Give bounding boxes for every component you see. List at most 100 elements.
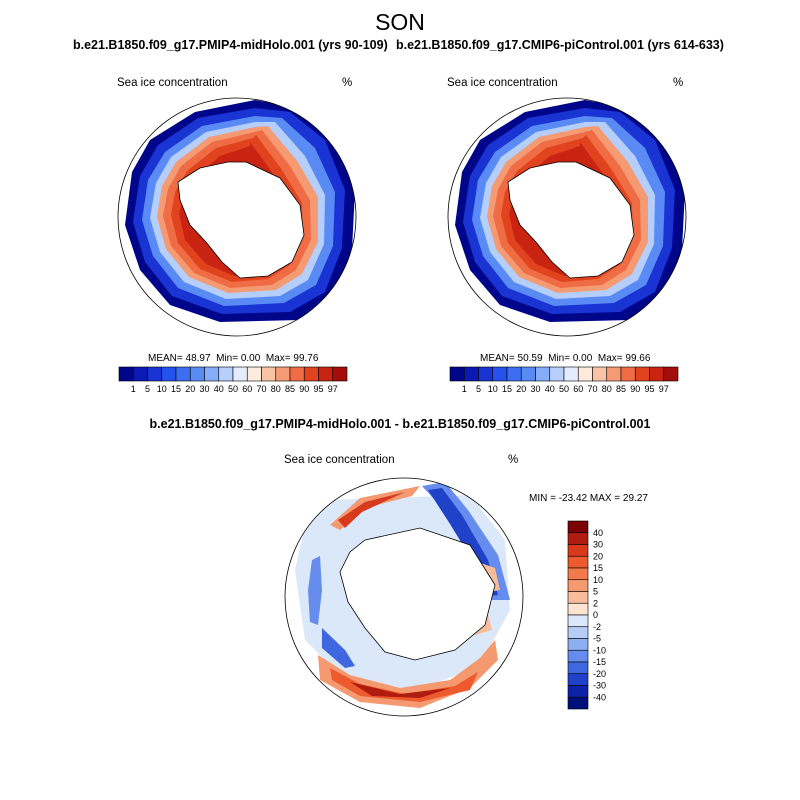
colorbar-tick-label: 30 [530,384,540,394]
colorbar-swatch [567,685,589,698]
minmax-difference: MIN = -23.42 MAX = 29.27 [529,493,648,504]
min-value: 0.00 [572,353,593,364]
colorbar-tick-label: 30 [593,540,603,550]
colorbar-swatch [567,614,589,628]
colorbar-tick-label: 5 [476,384,481,394]
units-label-difference: % [508,454,519,466]
colorbar-tick-label: 97 [659,384,669,394]
colorbar-swatch [567,520,589,534]
mean-label: MEAN= [480,353,515,364]
mean-label: MEAN= [148,353,183,364]
colorbar-tick-label: -30 [593,681,606,691]
variable-label-picontrol: Sea ice concentration [447,77,558,89]
colorbar-swatch [567,567,589,581]
colorbar-swatch [567,544,589,557]
colorbar-tick-label: -40 [593,692,606,702]
colorbar-tick-label: 20 [593,551,603,561]
colorbar-swatch [567,649,589,663]
colorbar-tick-label: 60 [242,384,252,394]
min-label: Min= [216,353,239,364]
colorbar-tick-label: 15 [171,384,181,394]
units-label-midholo: % [342,77,353,89]
colorbar-tick-label: 90 [630,384,640,394]
main-title: SON [375,9,425,35]
colorbar-tick-label: 10 [593,575,603,585]
colorbar-tick-label: 50 [228,384,238,394]
max-label: Max= [597,353,623,364]
colorbar-midholo: 1 5 10 15 20 30 40 50 60 70 80 85 90 95 97 [118,366,348,394]
colorbar-tick-label: 60 [573,384,583,394]
colorbar-tick-label: 20 [516,384,526,394]
stats-picontrol: MEAN= 50.59 Min= 0.00 Max= 99.66 [480,353,650,364]
colorbar-tick-label: 5 [593,587,598,597]
colorbar-swatch [567,661,589,675]
antarctica-coastline-midholo [177,161,305,279]
colorbar-tick-label: 80 [602,384,612,394]
colorbar-tick-label: 80 [271,384,281,394]
colorbar-tick-label: -10 [593,645,606,655]
colorbar-swatch [567,638,589,651]
colorbar-tick-label: 85 [616,384,626,394]
max-value: 99.66 [625,353,651,364]
colorbar-tick-label: 15 [593,563,603,573]
colorbar-tick-label: 40 [214,384,224,394]
colorbar-tick-label: -15 [593,657,606,667]
sea-ice-field-midholo [125,100,355,322]
colorbar-tick-label: 70 [587,384,597,394]
min-label: Min= [548,353,571,364]
min-value: 0.00 [240,353,261,364]
colorbar-tick-label: 2 [593,598,598,608]
colorbar-tick-label: 70 [256,384,266,394]
colorbar-swatch [567,696,589,710]
colorbar-tick-label: 40 [593,528,603,538]
colorbar-tick-label: 85 [285,384,295,394]
mean-value: 48.97 [185,353,211,364]
colorbar-swatch [567,532,589,545]
panel-title-midholo: b.e21.B1850.f09_g17.PMIP4-midHolo.001 (y… [73,38,388,52]
colorbar-tick-label: 50 [559,384,569,394]
colorbar-swatch [567,591,589,604]
colorbar-tick-label: 95 [313,384,323,394]
colorbar-tick-label: 1 [462,384,467,394]
colorbar-tick-label: 10 [157,384,167,394]
mean-value: 50.59 [517,353,543,364]
difference-field [285,478,523,716]
colorbar-swatch [567,626,589,639]
map-boundary-difference [284,477,524,717]
colorbar-tick-label: 1 [131,384,136,394]
colorbar-swatch [567,555,589,569]
colorbar-picontrol: 1 5 10 15 20 30 40 50 60 70 80 85 90 95 97 [449,366,679,394]
map-boundary-midholo [117,97,357,337]
sea-ice-field-picontrol [455,100,685,322]
colorbar-swatch [663,366,679,382]
colorbar-tick-label: 97 [328,384,338,394]
colorbar-tick-label: 0 [593,610,598,620]
colorbar-swatch [567,602,589,616]
difference-title: b.e21.B1850.f09_g17.PMIP4-midHolo.001 - … [149,417,651,431]
colorbar-swatch [567,579,589,592]
antarctica-coastline-picontrol [507,161,635,279]
colorbar-tick-label: 10 [488,384,498,394]
colorbar-tick-label: 30 [199,384,209,394]
colorbar-tick-label: 95 [644,384,654,394]
colorbar-tick-label: 90 [299,384,309,394]
panel-title-picontrol: b.e21.B1850.f09_g17.CMIP6-piControl.001 … [396,38,724,52]
colorbar-tick-label: -20 [593,669,606,679]
map-boundary-picontrol [447,97,687,337]
colorbar-tick-label: -5 [593,634,601,644]
colorbar-tick-label: -2 [593,622,601,632]
colorbar-swatch [567,673,589,686]
colorbar-tick-label: 15 [502,384,512,394]
stats-midholo: MEAN= 48.97 Min= 0.00 Max= 99.76 [148,353,318,364]
colorbar-swatch [332,366,348,382]
variable-label-difference: Sea ice concentration [284,454,395,466]
units-label-picontrol: % [673,77,684,89]
variable-label-midholo: Sea ice concentration [117,77,228,89]
max-label: Max= [265,353,291,364]
colorbar-tick-label: 40 [545,384,555,394]
colorbar-tick-label: 20 [185,384,195,394]
